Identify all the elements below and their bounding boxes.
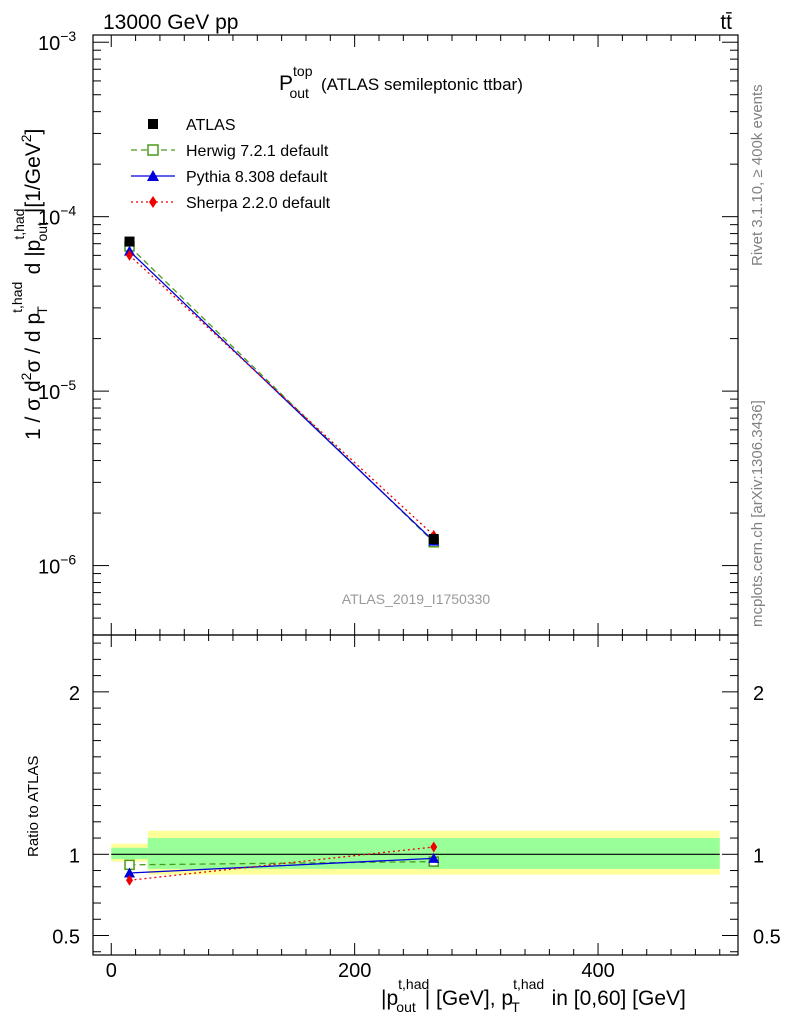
main-series-line-3 [129, 254, 435, 536]
main-ytick-label-exp: −5 [60, 377, 76, 393]
legend-marker [149, 196, 157, 208]
legend: ATLAS Herwig 7.2.1 default Pythia 8.308 de… [131, 117, 331, 212]
main-series [124, 236, 440, 548]
main-title-rest: (ATLAS semileptonic ttbar) [321, 75, 523, 94]
main-ytick-label-base: 10 [38, 382, 60, 404]
ratio-xtick-label: 200 [338, 960, 371, 982]
main-point-0 [428, 534, 439, 545]
main-axis-ticks [93, 35, 738, 636]
main-ytick-label: 10−5 [38, 377, 76, 404]
ratio-ytick-label: 2 [69, 683, 80, 705]
main-point-0 [124, 236, 135, 247]
ratio-bands [111, 830, 720, 875]
main-ytick-label-base: 10 [38, 208, 60, 230]
process-label: tt̄ [720, 11, 732, 34]
beam-label: 13000 GeV pp [103, 11, 238, 34]
legend-label: Pythia 8.308 default [186, 169, 328, 186]
main-title-sub: out [289, 85, 309, 101]
legend-label: ATLAS [186, 117, 236, 134]
ratio-ytick-label-right: 0.5 [753, 927, 781, 949]
main-ytick-label-base: 10 [38, 33, 60, 55]
main-title-main: P [279, 72, 293, 95]
ratio-series-line-2 [129, 846, 434, 881]
legend-marker [147, 144, 159, 156]
ratio-point-2 [126, 874, 134, 886]
ratio-axis-ticks [93, 635, 738, 955]
ratio-ytick-label: 1 [69, 845, 80, 867]
main-ytick-label-base: 10 [38, 557, 60, 579]
ratio-xtick-label: 400 [581, 960, 614, 982]
ratio-band-inner [111, 847, 148, 860]
main-series-line-2 [129, 250, 435, 542]
ratio-ytick-label-right: 2 [753, 683, 764, 705]
ratio-point-1 [428, 852, 440, 863]
ratio-panel: 0.5 0.5 1 1 2 2 0 200 400 Ratio to ATLAS |pt,ha… [25, 635, 781, 1015]
main-title-sup: top [293, 63, 313, 79]
analysis-label: ATLAS_2019_I1750330 [342, 591, 491, 607]
main-panel: 10−610−510−410−3 Ptop out (ATLAS semilept… [9, 28, 738, 636]
ratio-frame [92, 634, 739, 956]
main-ytick-label: 10−3 [38, 28, 76, 55]
legend-label: Herwig 7.2.1 default [186, 143, 329, 160]
main-ytick-labels: 10−610−510−410−3 [38, 28, 76, 578]
ratio-xlabel: |pt,had out | [GeV], pt,had T in [0,60] [Ge… [381, 976, 686, 1015]
main-ytick-label: 10−6 [38, 552, 76, 579]
ratio-ytick-label-right: 1 [753, 845, 764, 867]
main-title: Ptop out [279, 63, 313, 101]
ratio-xtick-label: 0 [106, 960, 117, 982]
main-ytick-label-exp: −6 [60, 552, 76, 568]
mcplots-label: mcplots.cern.ch [arXiv:1306.3436] [749, 400, 766, 627]
main-ytick-label-exp: −4 [60, 203, 76, 219]
ratio-ytick-label: 0.5 [52, 927, 80, 949]
ratio-series-line-1 [129, 857, 434, 874]
main-ylabel: 1 / σ d2σ / d pt,had T d |pt,had out|[1/Ge… [9, 129, 50, 440]
ratio-ylabel: Ratio to ATLAS [25, 756, 42, 857]
ratio-ytick-labels: 0.5 0.5 1 1 2 2 [52, 683, 781, 949]
ratio-xtick-labels: 0 200 400 [106, 960, 615, 982]
main-point-3 [126, 249, 134, 261]
legend-marker [148, 119, 158, 129]
main-ytick-label: 10−4 [38, 203, 76, 230]
ratio-point-2 [430, 841, 438, 853]
legend-label: Sherpa 2.2.0 default [186, 195, 331, 212]
rivet-label: Rivet 3.1.10, ≥ 400k events [749, 84, 766, 266]
ratio-series-line-0 [129, 860, 434, 866]
main-ytick-label-exp: −3 [60, 28, 76, 44]
legend-marker [147, 170, 159, 181]
ratio-point-1 [124, 867, 136, 878]
ratio-series [124, 841, 440, 886]
